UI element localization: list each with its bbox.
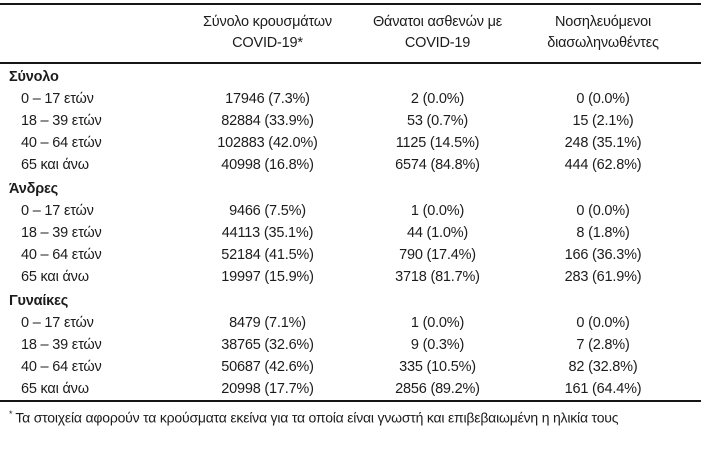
cell-value: 7 (2.8%) xyxy=(576,336,630,353)
cell-value: 335 (10.5%) xyxy=(399,358,476,375)
cell-value: 40998 (16.8%) xyxy=(221,156,314,173)
cell-value: 0 (0.0%) xyxy=(576,314,630,331)
col-header-line: COVID-19 xyxy=(404,35,471,51)
row-label: 0 – 17 ετών xyxy=(21,202,94,219)
cell-value: 0 (0.0%) xyxy=(576,202,630,219)
cell-value: 102883 (42.0%) xyxy=(217,134,318,151)
cell-value: 8 (1.8%) xyxy=(576,224,630,241)
section-label: Άνδρες xyxy=(9,181,58,197)
cell-value: 17946 (7.3%) xyxy=(225,90,310,107)
covid-age-stats-table: Σύνολο κρουσμάτων COVID-19* Θάνατοι ασθε… xyxy=(0,3,701,400)
cell-value: 6574 (84.8%) xyxy=(395,156,480,173)
col-header-line: διασωληνωθέντες xyxy=(547,35,659,51)
col-header-line: Θάνατοι ασθενών με xyxy=(372,14,503,30)
footnote-text: Τα στοιχεία αφορούν τα κρούσματα εκείνα … xyxy=(15,409,619,426)
col-header-line: COVID-19* xyxy=(232,35,303,51)
table-row: 65 και άνω 40998 (16.8%) 6574 (84.8%) 44… xyxy=(0,154,701,176)
section-label: Γυναίκες xyxy=(9,293,69,309)
covid-statistics-table-page: Σύνολο κρουσμάτων COVID-19* Θάνατοι ασθε… xyxy=(0,3,701,449)
cell-value: 52184 (41.5%) xyxy=(221,246,314,263)
col-header-intubated: Νοσηλευόμενοι διασωληνωθέντες xyxy=(505,4,701,64)
row-label: 0 – 17 ετών xyxy=(21,314,94,331)
footnote: * Τα στοιχεία αφορούν τα κρούσματα εκείνα… xyxy=(0,400,701,427)
cell-value: 1 (0.0%) xyxy=(410,202,465,219)
empty-corner-cell xyxy=(0,4,165,64)
cell-value: 20998 (17.7%) xyxy=(221,380,314,397)
column-header-row: Σύνολο κρουσμάτων COVID-19* Θάνατοι ασθε… xyxy=(0,4,701,64)
table-row: 65 και άνω 20998 (17.7%) 2856 (89.2%) 16… xyxy=(0,378,701,400)
col-header-deaths: Θάνατοι ασθενών με COVID-19 xyxy=(370,4,505,64)
cell-value: 1 (0.0%) xyxy=(410,314,465,331)
table-row: 0 – 17 ετών 9466 (7.5%) 1 (0.0%) 0 (0.0%… xyxy=(0,200,701,222)
cell-value: 0 (0.0%) xyxy=(576,90,630,107)
cell-value: 2856 (89.2%) xyxy=(395,380,480,397)
row-label: 18 – 39 ετών xyxy=(21,336,102,353)
cell-value: 82 (32.8%) xyxy=(568,358,638,375)
cell-value: 15 (2.1%) xyxy=(572,112,634,129)
table-row: 40 – 64 ετών 50687 (42.6%) 335 (10.5%) 8… xyxy=(0,356,701,378)
cell-value: 790 (17.4%) xyxy=(399,246,476,263)
row-label: 40 – 64 ετών xyxy=(21,134,102,151)
table-row: 18 – 39 ετών 82884 (33.9%) 53 (0.7%) 15 … xyxy=(0,110,701,132)
cell-value: 8479 (7.1%) xyxy=(229,314,306,331)
table-row: 0 – 17 ετών 8479 (7.1%) 1 (0.0%) 0 (0.0%… xyxy=(0,312,701,334)
cell-value: 3718 (81.7%) xyxy=(395,268,480,285)
table-row: 40 – 64 ετών 52184 (41.5%) 790 (17.4%) 1… xyxy=(0,244,701,266)
cell-value: 50687 (42.6%) xyxy=(221,358,314,375)
section-label: Σύνολο xyxy=(9,69,59,85)
cell-value: 166 (36.3%) xyxy=(564,246,642,263)
row-label: 0 – 17 ετών xyxy=(21,90,94,107)
cell-value: 9466 (7.5%) xyxy=(229,202,306,219)
table-row: 18 – 39 ετών 38765 (32.6%) 9 (0.3%) 7 (2… xyxy=(0,334,701,356)
row-label: 18 – 39 ετών xyxy=(21,224,102,241)
cell-value: 38765 (32.6%) xyxy=(221,336,314,353)
footnote-asterisk-marker: * xyxy=(9,409,13,419)
cell-value: 44113 (35.1%) xyxy=(221,224,314,241)
cell-value: 1125 (14.5%) xyxy=(395,134,480,151)
col-header-line: Νοσηλευόμενοι xyxy=(554,14,651,30)
section-header-row-total: Σύνολο xyxy=(0,63,701,88)
table-row: 18 – 39 ετών 44113 (35.1%) 44 (1.0%) 8 (… xyxy=(0,222,701,244)
col-header-total-cases: Σύνολο κρουσμάτων COVID-19* xyxy=(165,4,370,64)
cell-value: 44 (1.0%) xyxy=(406,224,469,241)
row-label: 65 και άνω xyxy=(21,156,89,173)
table-row: 40 – 64 ετών 102883 (42.0%) 1125 (14.5%)… xyxy=(0,132,701,154)
row-label: 65 και άνω xyxy=(21,268,89,285)
cell-value: 283 (61.9%) xyxy=(564,268,642,285)
cell-value: 9 (0.3%) xyxy=(410,336,465,353)
col-header-line: Σύνολο κρουσμάτων xyxy=(203,14,332,30)
cell-value: 444 (62.8%) xyxy=(564,156,642,173)
cell-value: 19997 (15.9%) xyxy=(221,268,314,285)
cell-value: 53 (0.7%) xyxy=(406,112,469,129)
table-row: 0 – 17 ετών 17946 (7.3%) 2 (0.0%) 0 (0.0… xyxy=(0,88,701,110)
cell-value: 82884 (33.9%) xyxy=(221,112,314,129)
section-header-row-men: Άνδρες xyxy=(0,176,701,200)
row-label: 40 – 64 ετών xyxy=(21,246,102,263)
row-label: 18 – 39 ετών xyxy=(21,112,102,129)
row-label: 40 – 64 ετών xyxy=(21,358,102,375)
section-header-row-women: Γυναίκες xyxy=(0,288,701,312)
row-label: 65 και άνω xyxy=(21,380,89,397)
cell-value: 161 (64.4%) xyxy=(564,380,642,397)
cell-value: 248 (35.1%) xyxy=(564,134,642,151)
cell-value: 2 (0.0%) xyxy=(410,90,465,107)
table-row: 65 και άνω 19997 (15.9%) 3718 (81.7%) 28… xyxy=(0,266,701,288)
